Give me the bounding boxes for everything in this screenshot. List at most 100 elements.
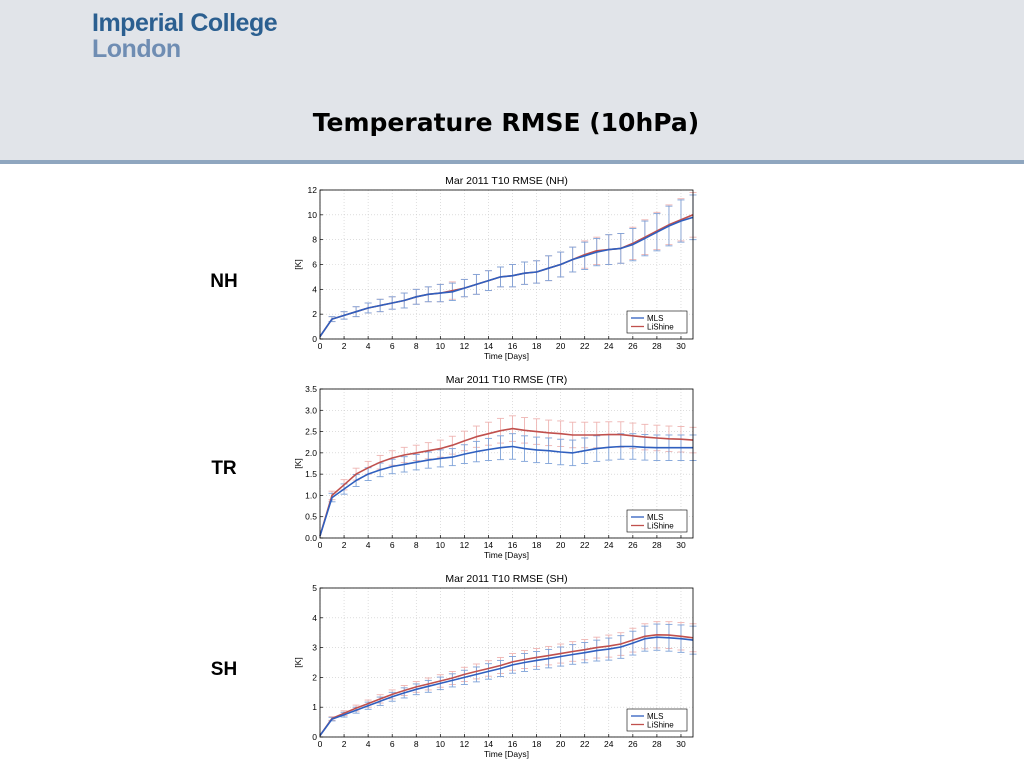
x-tick-label: 6 bbox=[390, 540, 395, 550]
chart-title: Mar 2011 T10 RMSE (TR) bbox=[446, 374, 568, 386]
slide-title: Temperature RMSE (10hPa) bbox=[312, 108, 700, 137]
y-tick-label: 6 bbox=[312, 260, 317, 270]
x-tick-label: 24 bbox=[604, 341, 614, 351]
x-tick-label: 12 bbox=[460, 540, 470, 550]
chart-svg: 0 2 4 6 8 10 12 14 16 18 20 22 24 26 28 30024681012Mar … bbox=[293, 175, 697, 361]
series-line-mls bbox=[319, 636, 694, 736]
x-tick-label: 30 bbox=[676, 540, 686, 550]
x-tick-label: 2 bbox=[342, 739, 347, 749]
y-tick-label: 1 bbox=[312, 702, 317, 712]
chart-nh: 0 2 4 6 8 10 12 14 16 18 20 22 24 26 28 30 0 2 4 6 8 10 12 Mar … bbox=[285, 168, 705, 368]
x-tick-label: 18 bbox=[532, 739, 542, 749]
x-axis-label: Time [Days] bbox=[484, 351, 529, 361]
y-tick-label: 2.0 bbox=[305, 448, 317, 458]
y-axis-label: [K] bbox=[293, 458, 303, 468]
x-tick-label: 2 bbox=[342, 341, 347, 351]
legend-label-lishine: LiShine bbox=[647, 323, 674, 332]
x-tick-label: 12 bbox=[460, 341, 470, 351]
x-tick-label: 8 bbox=[414, 540, 419, 550]
x-tick-label: 16 bbox=[508, 540, 518, 550]
chart-sh: 0 2 4 6 8 10 12 14 16 18 20 22 24 26 28 30 0 1 2 3 4 5 Mar 201… bbox=[285, 566, 705, 766]
row-label-tr: TR bbox=[211, 458, 237, 479]
x-tick-label: 26 bbox=[628, 540, 638, 550]
x-tick-label: 20 bbox=[556, 739, 566, 749]
x-tick-label: 4 bbox=[366, 341, 371, 351]
series-line-lishine bbox=[319, 634, 694, 736]
x-tick-label: 16 bbox=[508, 739, 518, 749]
y-tick-label: 2 bbox=[312, 672, 317, 682]
x-tick-label: 10 bbox=[436, 540, 446, 550]
x-tick-label: 18 bbox=[532, 341, 542, 351]
x-tick-label: 14 bbox=[484, 341, 494, 351]
legend-box bbox=[626, 708, 688, 732]
header-divider bbox=[0, 160, 1024, 164]
y-tick-label: 4 bbox=[312, 284, 317, 294]
x-tick-label: 14 bbox=[484, 540, 494, 550]
y-tick-label: 0 bbox=[312, 732, 317, 742]
x-tick-label: 6 bbox=[390, 341, 395, 351]
y-tick-label: 5 bbox=[312, 583, 317, 593]
chart-title: Mar 2011 T10 RMSE (NH) bbox=[445, 175, 568, 187]
legend-box bbox=[626, 509, 688, 533]
legend-label-lishine: LiShine bbox=[647, 721, 674, 730]
legend-label-mls: MLS bbox=[647, 314, 663, 323]
y-tick-label: 0 bbox=[312, 334, 317, 344]
chart-title: Mar 2011 T10 RMSE (SH) bbox=[445, 573, 567, 585]
legend-label-mls: MLS bbox=[647, 712, 663, 721]
series-line-lishine bbox=[319, 427, 694, 537]
logo-line-2: London bbox=[92, 35, 181, 63]
row-label-sh: SH bbox=[210, 659, 238, 680]
x-tick-label: 10 bbox=[436, 341, 446, 351]
x-tick-label: 20 bbox=[556, 540, 566, 550]
chart-tr: 0 2 4 6 8 10 12 14 16 18 20 22 24 26 28 30 0.0 0.5 1.0 1.5 2… bbox=[285, 367, 705, 567]
x-tick-label: 22 bbox=[580, 341, 590, 351]
x-axis-label: Time [Days] bbox=[484, 749, 529, 759]
x-tick-label: 0 bbox=[318, 540, 323, 550]
y-tick-label: 2.5 bbox=[305, 427, 317, 437]
x-tick-label: 16 bbox=[508, 341, 518, 351]
y-axis-label: [K] bbox=[293, 657, 303, 667]
imperial-college-logo: Imperial College London bbox=[92, 9, 278, 63]
x-tick-label: 8 bbox=[414, 739, 419, 749]
logo-line-1: Imperial College bbox=[92, 9, 278, 37]
y-tick-label: 8 bbox=[312, 235, 317, 245]
x-tick-label: 28 bbox=[652, 540, 662, 550]
x-tick-label: 0 bbox=[318, 739, 323, 749]
x-tick-label: 28 bbox=[652, 739, 662, 749]
y-tick-label: 3.0 bbox=[305, 405, 317, 415]
axes-frame bbox=[319, 587, 694, 738]
x-tick-label: 2 bbox=[342, 540, 347, 550]
legend-label-lishine: LiShine bbox=[647, 522, 674, 531]
x-tick-label: 6 bbox=[390, 739, 395, 749]
x-tick-label: 30 bbox=[676, 341, 686, 351]
x-tick-label: 8 bbox=[414, 341, 419, 351]
y-tick-label: 12 bbox=[308, 185, 318, 195]
x-tick-label: 28 bbox=[652, 341, 662, 351]
x-tick-label: 30 bbox=[676, 739, 686, 749]
y-tick-label: 0.5 bbox=[305, 512, 317, 522]
y-tick-label: 1.5 bbox=[305, 469, 317, 479]
x-tick-label: 20 bbox=[556, 341, 566, 351]
axes-frame bbox=[319, 388, 694, 539]
x-tick-label: 0 bbox=[318, 341, 323, 351]
x-tick-label: 26 bbox=[628, 341, 638, 351]
chart-svg: 0 2 4 6 8 10 12 14 16 18 20 22 24 26 28 300.00.51.01.52… bbox=[293, 374, 697, 560]
y-tick-label: 3 bbox=[312, 643, 317, 653]
x-tick-label: 4 bbox=[366, 540, 371, 550]
y-tick-label: 1.0 bbox=[305, 490, 317, 500]
row-label-nh: NH bbox=[210, 271, 238, 292]
x-tick-label: 24 bbox=[604, 739, 614, 749]
series-line-mls bbox=[319, 445, 693, 537]
y-tick-label: 3.5 bbox=[305, 384, 317, 394]
x-tick-label: 18 bbox=[532, 540, 542, 550]
legend-box bbox=[626, 310, 688, 334]
legend-label-mls: MLS bbox=[647, 513, 663, 522]
x-tick-label: 4 bbox=[366, 739, 371, 749]
x-tick-label: 22 bbox=[580, 540, 590, 550]
x-tick-label: 12 bbox=[460, 739, 470, 749]
x-tick-label: 26 bbox=[628, 739, 638, 749]
